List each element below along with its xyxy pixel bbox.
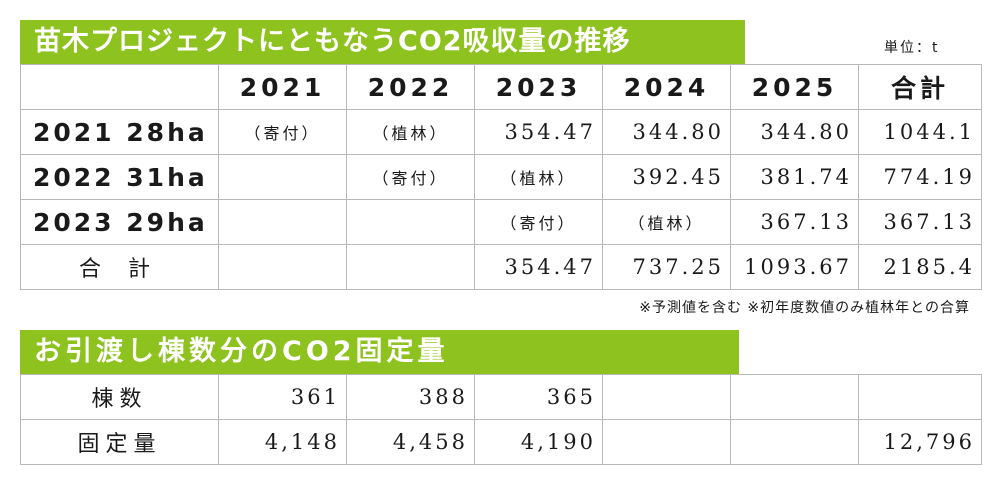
- unit-label: 単位：t: [884, 40, 940, 56]
- table-cell: （寄付）: [474, 199, 603, 245]
- table-cell: 361: [218, 374, 347, 420]
- table-cell: 774.19: [858, 154, 982, 200]
- co2-table-title: 苗木プロジェクトにともなうCO2吸収量の推移: [20, 20, 745, 64]
- table-cell: 365: [474, 374, 603, 420]
- table-cell: 354.47: [474, 244, 603, 290]
- table-cell: 381.74: [730, 154, 859, 200]
- year-header: 2023: [474, 64, 603, 110]
- table-row: 棟数 361 388 365: [20, 374, 982, 420]
- total-row: 合 計 354.47 737.25 1093.67 2185.4: [20, 244, 982, 290]
- table-cell: [346, 244, 475, 290]
- table-cell: 737.25: [602, 244, 731, 290]
- table-cell: 354.47: [474, 109, 603, 155]
- table-cell: [730, 374, 859, 420]
- year-header: 2022: [346, 64, 475, 110]
- table-row: 2023 29ha （寄付） （植林） 367.13 367.13: [20, 199, 982, 245]
- table-cell: 4,190: [474, 419, 603, 465]
- row-label: 2021 28ha: [20, 109, 219, 155]
- row-label: 固定量: [20, 419, 219, 465]
- year-header: 2021: [218, 64, 347, 110]
- table-cell: 392.45: [602, 154, 731, 200]
- table-cell: 344.80: [730, 109, 859, 155]
- total-header: 合計: [858, 64, 982, 110]
- table-cell: [858, 374, 982, 420]
- co2-fixed-table: 棟数 361 388 365 固定量 4,148 4,458 4,190 12,…: [20, 374, 982, 465]
- table-cell: 388: [346, 374, 475, 420]
- footnote: ※予測値を含む ※初年度数値のみ植林年との合算: [639, 300, 970, 316]
- year-header: 2025: [730, 64, 859, 110]
- table-cell: （寄付）: [346, 154, 475, 200]
- table-cell: [346, 199, 475, 245]
- table-cell: （寄付）: [218, 109, 347, 155]
- header-row: 2021 2022 2023 2024 2025 合計: [20, 64, 982, 110]
- table-cell: [218, 199, 347, 245]
- table-cell: （植林）: [602, 199, 731, 245]
- row-label: 2022 31ha: [20, 154, 219, 200]
- table-cell: 12,796: [858, 419, 982, 465]
- table-cell: [730, 419, 859, 465]
- fixed-table-title: お引渡し棟数分のCO2固定量: [20, 330, 739, 374]
- table-cell: （植林）: [474, 154, 603, 200]
- table-cell: 1044.1: [858, 109, 982, 155]
- table-cell: [218, 244, 347, 290]
- table-row: 2021 28ha （寄付） （植林） 354.47 344.80 344.80…: [20, 109, 982, 155]
- table-cell: 4,458: [346, 419, 475, 465]
- row-label: 2023 29ha: [20, 199, 219, 245]
- table-cell: 367.13: [858, 199, 982, 245]
- table-cell: 1093.67: [730, 244, 859, 290]
- table-cell: 4,148: [218, 419, 347, 465]
- table-cell: 344.80: [602, 109, 731, 155]
- corner-cell: [20, 64, 219, 110]
- table-row: 2022 31ha （寄付） （植林） 392.45 381.74 774.19: [20, 154, 982, 200]
- table-cell: 2185.4: [858, 244, 982, 290]
- table-cell: （植林）: [346, 109, 475, 155]
- table-cell: [602, 374, 731, 420]
- table-cell: [218, 154, 347, 200]
- table-cell: [602, 419, 731, 465]
- year-header: 2024: [602, 64, 731, 110]
- table-cell: 367.13: [730, 199, 859, 245]
- row-label: 棟数: [20, 374, 219, 420]
- table-row: 固定量 4,148 4,458 4,190 12,796: [20, 419, 982, 465]
- co2-absorption-table: 2021 2022 2023 2024 2025 合計 2021 28ha （寄…: [20, 64, 982, 290]
- total-label: 合 計: [20, 244, 219, 290]
